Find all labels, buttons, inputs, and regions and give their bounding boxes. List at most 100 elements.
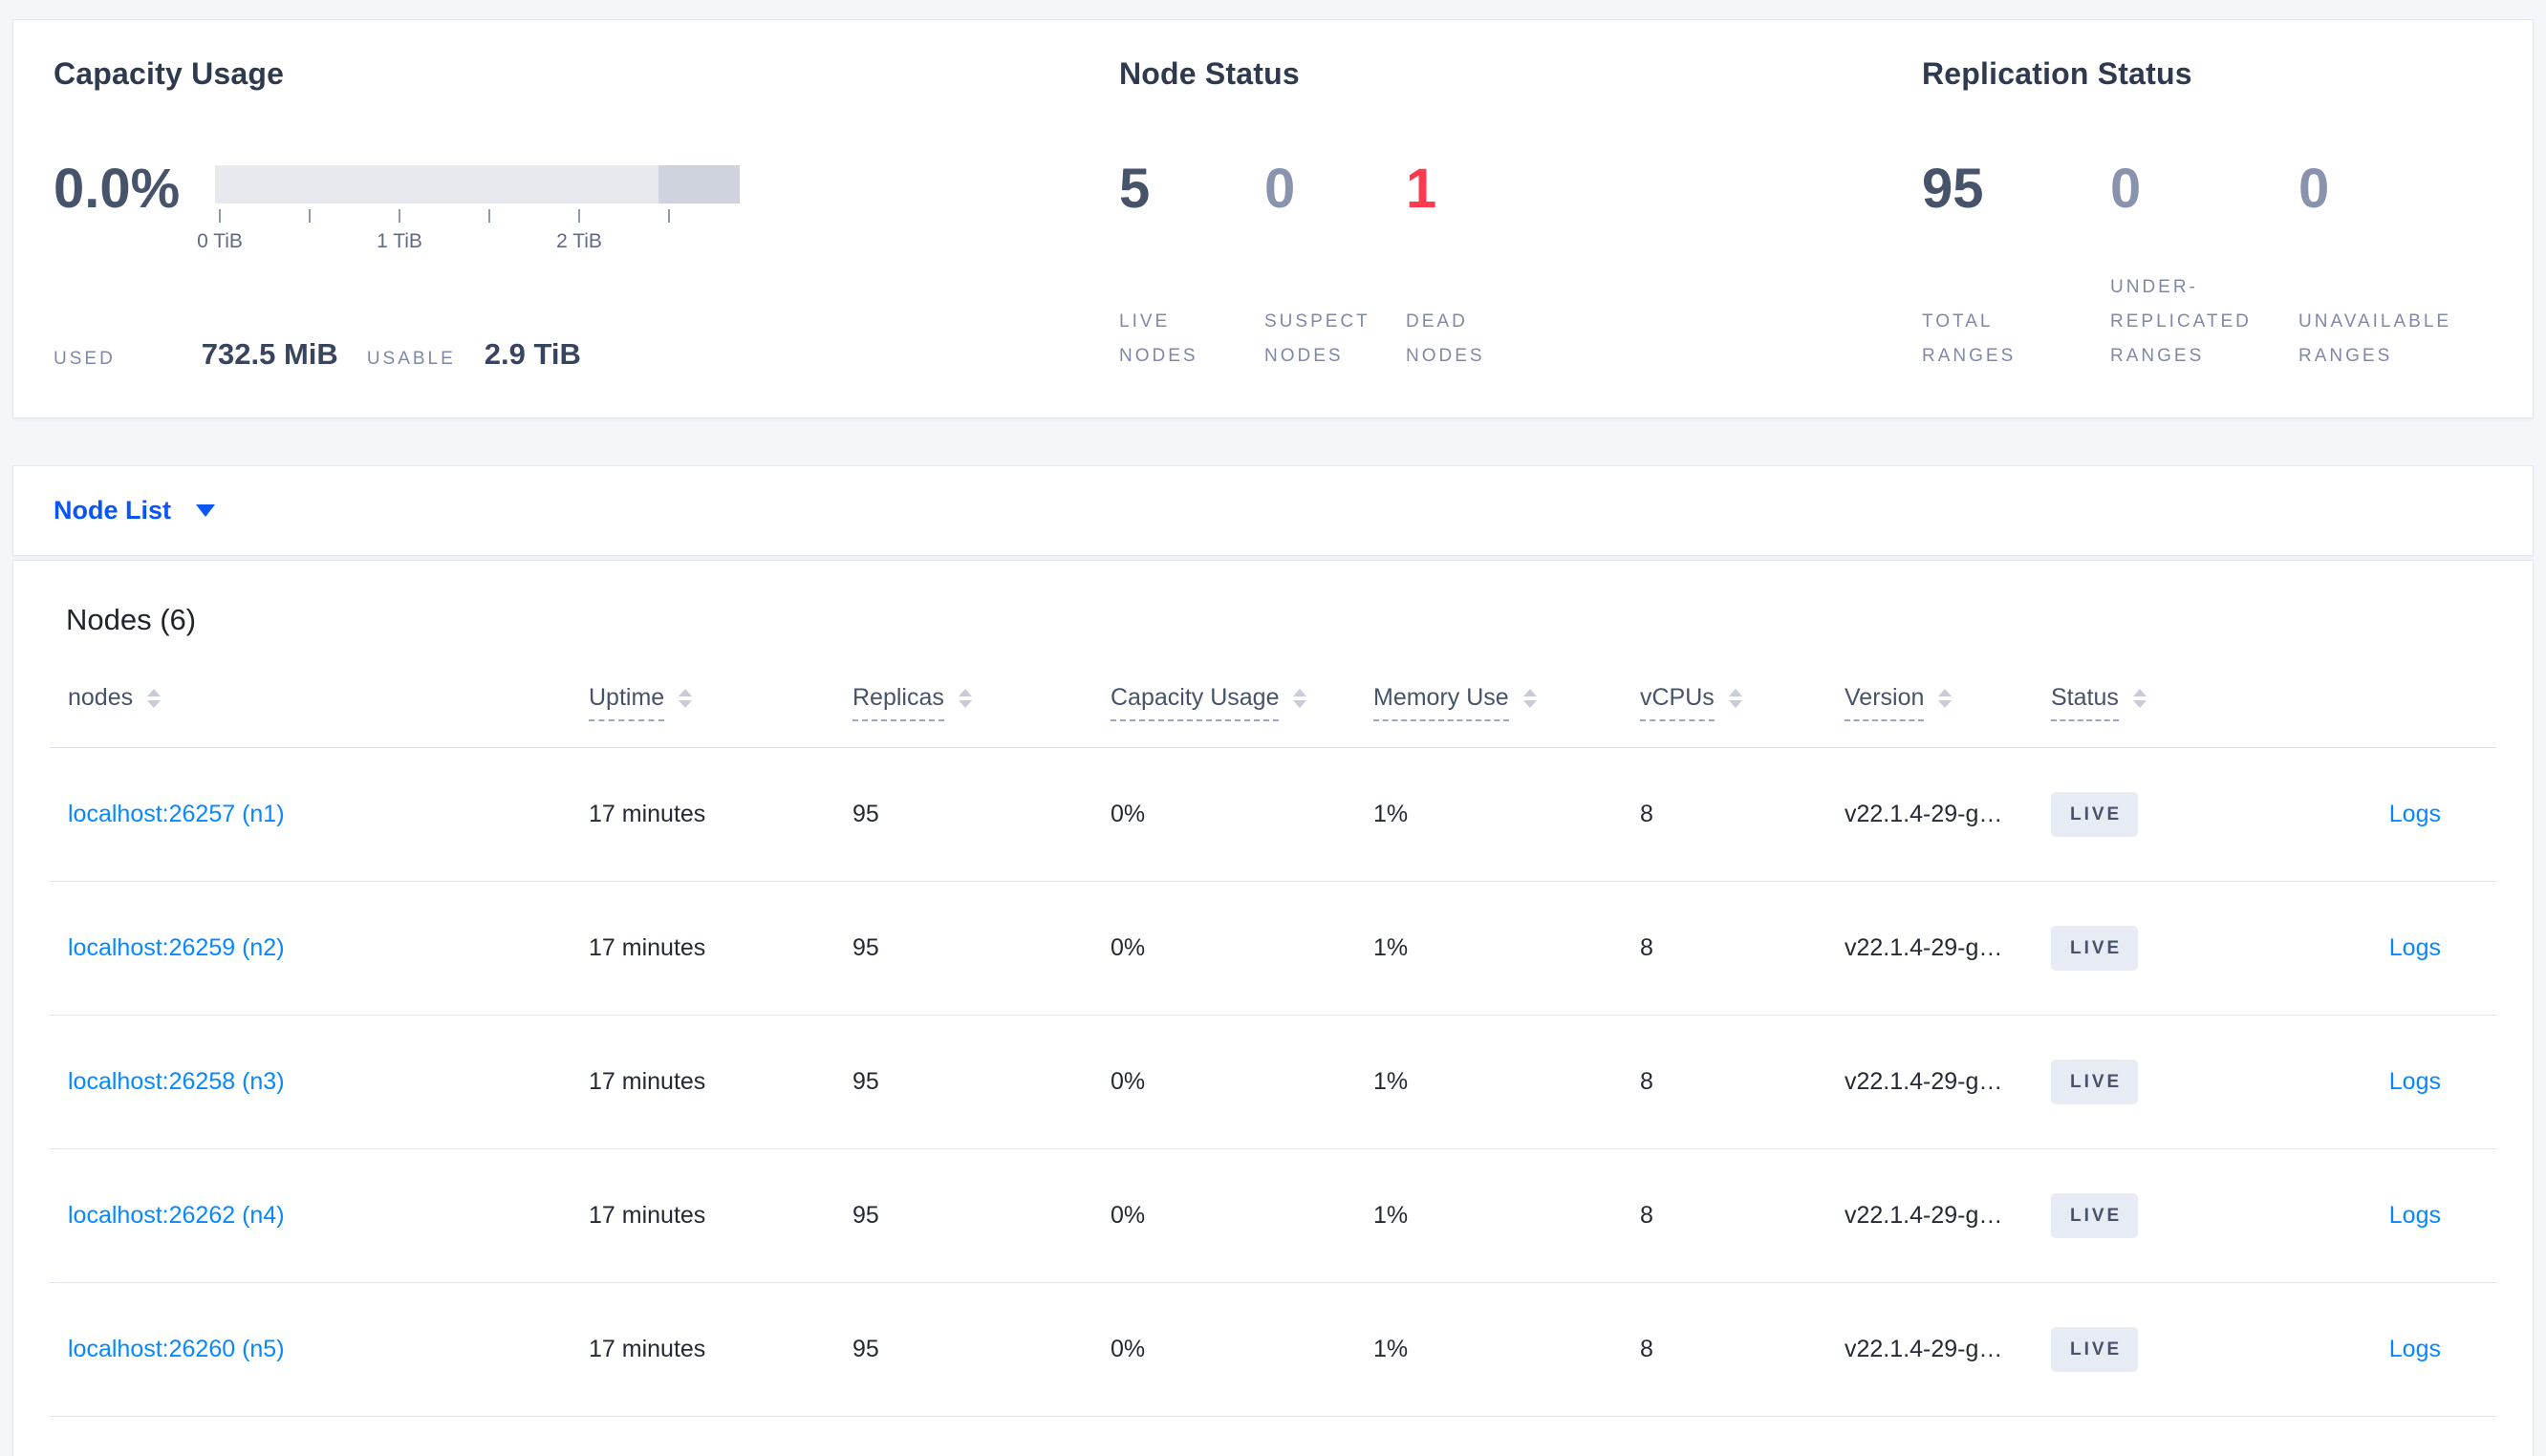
memory-use-cell: 1% — [1373, 934, 1409, 961]
capacity-usage-cell: 0% — [1111, 934, 1146, 961]
column-header-vcpus[interactable]: vCPUs — [1640, 683, 1845, 721]
used-label: USED — [54, 349, 116, 369]
live-nodes-label: LIVE NODES — [1119, 311, 1198, 366]
total-ranges-count: 95 — [1922, 158, 1984, 220]
axis-label-0tib: 0 TiB — [197, 230, 243, 252]
uptime-cell: 17 minutes — [589, 1202, 706, 1229]
used-value: 732.5 MiB — [201, 337, 338, 371]
node-list-dropdown-label: Node List — [54, 496, 172, 525]
sort-icon — [679, 689, 693, 708]
node-link[interactable]: localhost:26259 (n2) — [68, 934, 285, 961]
replicas-cell: 95 — [852, 934, 879, 961]
version-cell: v22.1.4-29-g… — [1845, 1336, 2003, 1362]
capacity-usage-cell: 0% — [1111, 801, 1146, 827]
column-header-capacity-usage[interactable]: Capacity Usage — [1111, 683, 1373, 721]
dead-nodes-stat: 1 DEAD NODES — [1406, 156, 1568, 374]
capacity-usage-cell: 0% — [1111, 1336, 1146, 1362]
capacity-used-usable-strip: USED 732.5 MiB USABLE 2.9 TiB — [54, 337, 581, 372]
node-list-dropdown[interactable]: Node List — [54, 496, 216, 525]
sort-icon — [1293, 689, 1307, 708]
status-badge: LIVE — [2051, 1327, 2139, 1372]
sort-icon — [1938, 689, 1953, 708]
capacity-usage-cell: 0% — [1111, 1202, 1146, 1229]
live-nodes-count: 5 — [1119, 158, 1151, 220]
under-replicated-ranges-stat: 0 UNDER-REPLICATED RANGES — [2110, 156, 2298, 374]
version-cell: v22.1.4-29-g… — [1845, 1202, 2003, 1229]
under-replicated-ranges-count: 0 — [2110, 158, 2142, 220]
table-row: localhost:26259 (n2) 17 minutes 95 0% 1%… — [50, 882, 2496, 1016]
logs-link[interactable]: Logs — [2388, 1202, 2441, 1229]
status-badge: LIVE — [2051, 926, 2139, 971]
status-badge: LIVE — [2051, 792, 2139, 837]
dead-nodes-label: DEAD NODES — [1406, 311, 1485, 366]
node-link[interactable]: localhost:26260 (n5) — [68, 1336, 285, 1362]
dead-nodes-count: 1 — [1406, 158, 1437, 220]
total-ranges-stat: 95 TOTAL RANGES — [1922, 156, 2110, 374]
memory-use-cell: 1% — [1373, 801, 1409, 827]
node-link[interactable]: localhost:26257 (n1) — [68, 801, 285, 827]
unavailable-ranges-count: 0 — [2298, 158, 2330, 220]
unavailable-ranges-stat: 0 UNAVAILABLE RANGES — [2298, 156, 2490, 374]
vcpus-cell: 8 — [1640, 1068, 1653, 1095]
replicas-cell: 95 — [852, 801, 879, 827]
nodes-table: nodes Uptime Replicas Capacity Usage Mem… — [50, 670, 2496, 1417]
vcpus-cell: 8 — [1640, 1336, 1653, 1362]
logs-link[interactable]: Logs — [2388, 1068, 2441, 1095]
usable-label: USABLE — [366, 349, 456, 369]
table-row: localhost:26260 (n5) 17 minutes 95 0% 1%… — [50, 1283, 2496, 1417]
live-nodes-stat: 5 LIVE NODES — [1119, 156, 1264, 374]
column-header-memory-use[interactable]: Memory Use — [1373, 683, 1640, 721]
column-header-uptime[interactable]: Uptime — [589, 683, 852, 721]
column-header-status[interactable]: Status — [2051, 683, 2290, 721]
logs-link[interactable]: Logs — [2388, 934, 2441, 961]
capacity-usage-gauge: 0 TiB 1 TiB 2 TiB — [197, 165, 740, 374]
uptime-cell: 17 minutes — [589, 1336, 706, 1362]
axis-label-1tib: 1 TiB — [377, 230, 422, 252]
node-link[interactable]: localhost:26262 (n4) — [68, 1202, 285, 1229]
capacity-axis-ticks — [215, 209, 740, 228]
replicas-cell: 95 — [852, 1202, 879, 1229]
nodes-section-title: Nodes (6) — [66, 603, 197, 636]
column-header-replicas[interactable]: Replicas — [852, 683, 1111, 721]
uptime-cell: 17 minutes — [589, 801, 706, 827]
suspect-nodes-count: 0 — [1264, 158, 1296, 220]
table-row: localhost:26262 (n4) 17 minutes 95 0% 1%… — [50, 1149, 2496, 1283]
logs-link[interactable]: Logs — [2388, 1336, 2441, 1362]
logs-link[interactable]: Logs — [2388, 801, 2441, 827]
replication-status-panel: Replication Status 95 TOTAL RANGES 0 UND… — [1922, 20, 2533, 418]
capacity-axis-labels: 0 TiB 1 TiB 2 TiB — [197, 230, 740, 257]
replication-status-title: Replication Status — [1922, 56, 2192, 91]
vcpus-cell: 8 — [1640, 801, 1653, 827]
column-header-version[interactable]: Version — [1845, 683, 2051, 721]
capacity-usage-title: Capacity Usage — [54, 56, 285, 91]
sort-icon — [958, 689, 972, 708]
cluster-summary-card: Capacity Usage 0.0% 0 TiB 1 TiB — [12, 19, 2534, 418]
table-row: localhost:26257 (n1) 17 minutes 95 0% 1%… — [50, 748, 2496, 882]
sort-icon — [1728, 689, 1742, 708]
vcpus-cell: 8 — [1640, 1202, 1653, 1229]
capacity-usage-panel: Capacity Usage 0.0% 0 TiB 1 TiB — [13, 20, 1119, 418]
axis-label-2tib: 2 TiB — [556, 230, 602, 252]
uptime-cell: 17 minutes — [589, 1068, 706, 1095]
vcpus-cell: 8 — [1640, 934, 1653, 961]
sort-icon — [2132, 689, 2147, 708]
nodes-table-card: Nodes (6) nodes Uptime Replicas Capacity… — [12, 560, 2534, 1456]
suspect-nodes-label: SUSPECT NODES — [1264, 311, 1370, 366]
node-link[interactable]: localhost:26258 (n3) — [68, 1068, 285, 1095]
usable-value: 2.9 TiB — [484, 337, 581, 371]
version-cell: v22.1.4-29-g… — [1845, 934, 2003, 961]
status-badge: LIVE — [2051, 1060, 2139, 1104]
memory-use-cell: 1% — [1373, 1336, 1409, 1362]
table-row: localhost:26258 (n3) 17 minutes 95 0% 1%… — [50, 1016, 2496, 1149]
replicas-cell: 95 — [852, 1068, 879, 1095]
suspect-nodes-stat: 0 SUSPECT NODES — [1264, 156, 1406, 374]
nodes-table-header: nodes Uptime Replicas Capacity Usage Mem… — [50, 670, 2496, 748]
capacity-usage-cell: 0% — [1111, 1068, 1146, 1095]
version-cell: v22.1.4-29-g… — [1845, 1068, 2003, 1095]
sort-icon — [1522, 689, 1537, 708]
column-header-nodes[interactable]: nodes — [50, 683, 589, 719]
node-status-panel: Node Status 5 LIVE NODES 0 SUSPECT NODES… — [1119, 20, 1922, 418]
uptime-cell: 17 minutes — [589, 934, 706, 961]
unavailable-ranges-label: UNAVAILABLE RANGES — [2298, 311, 2452, 366]
node-status-title: Node Status — [1119, 56, 1300, 91]
